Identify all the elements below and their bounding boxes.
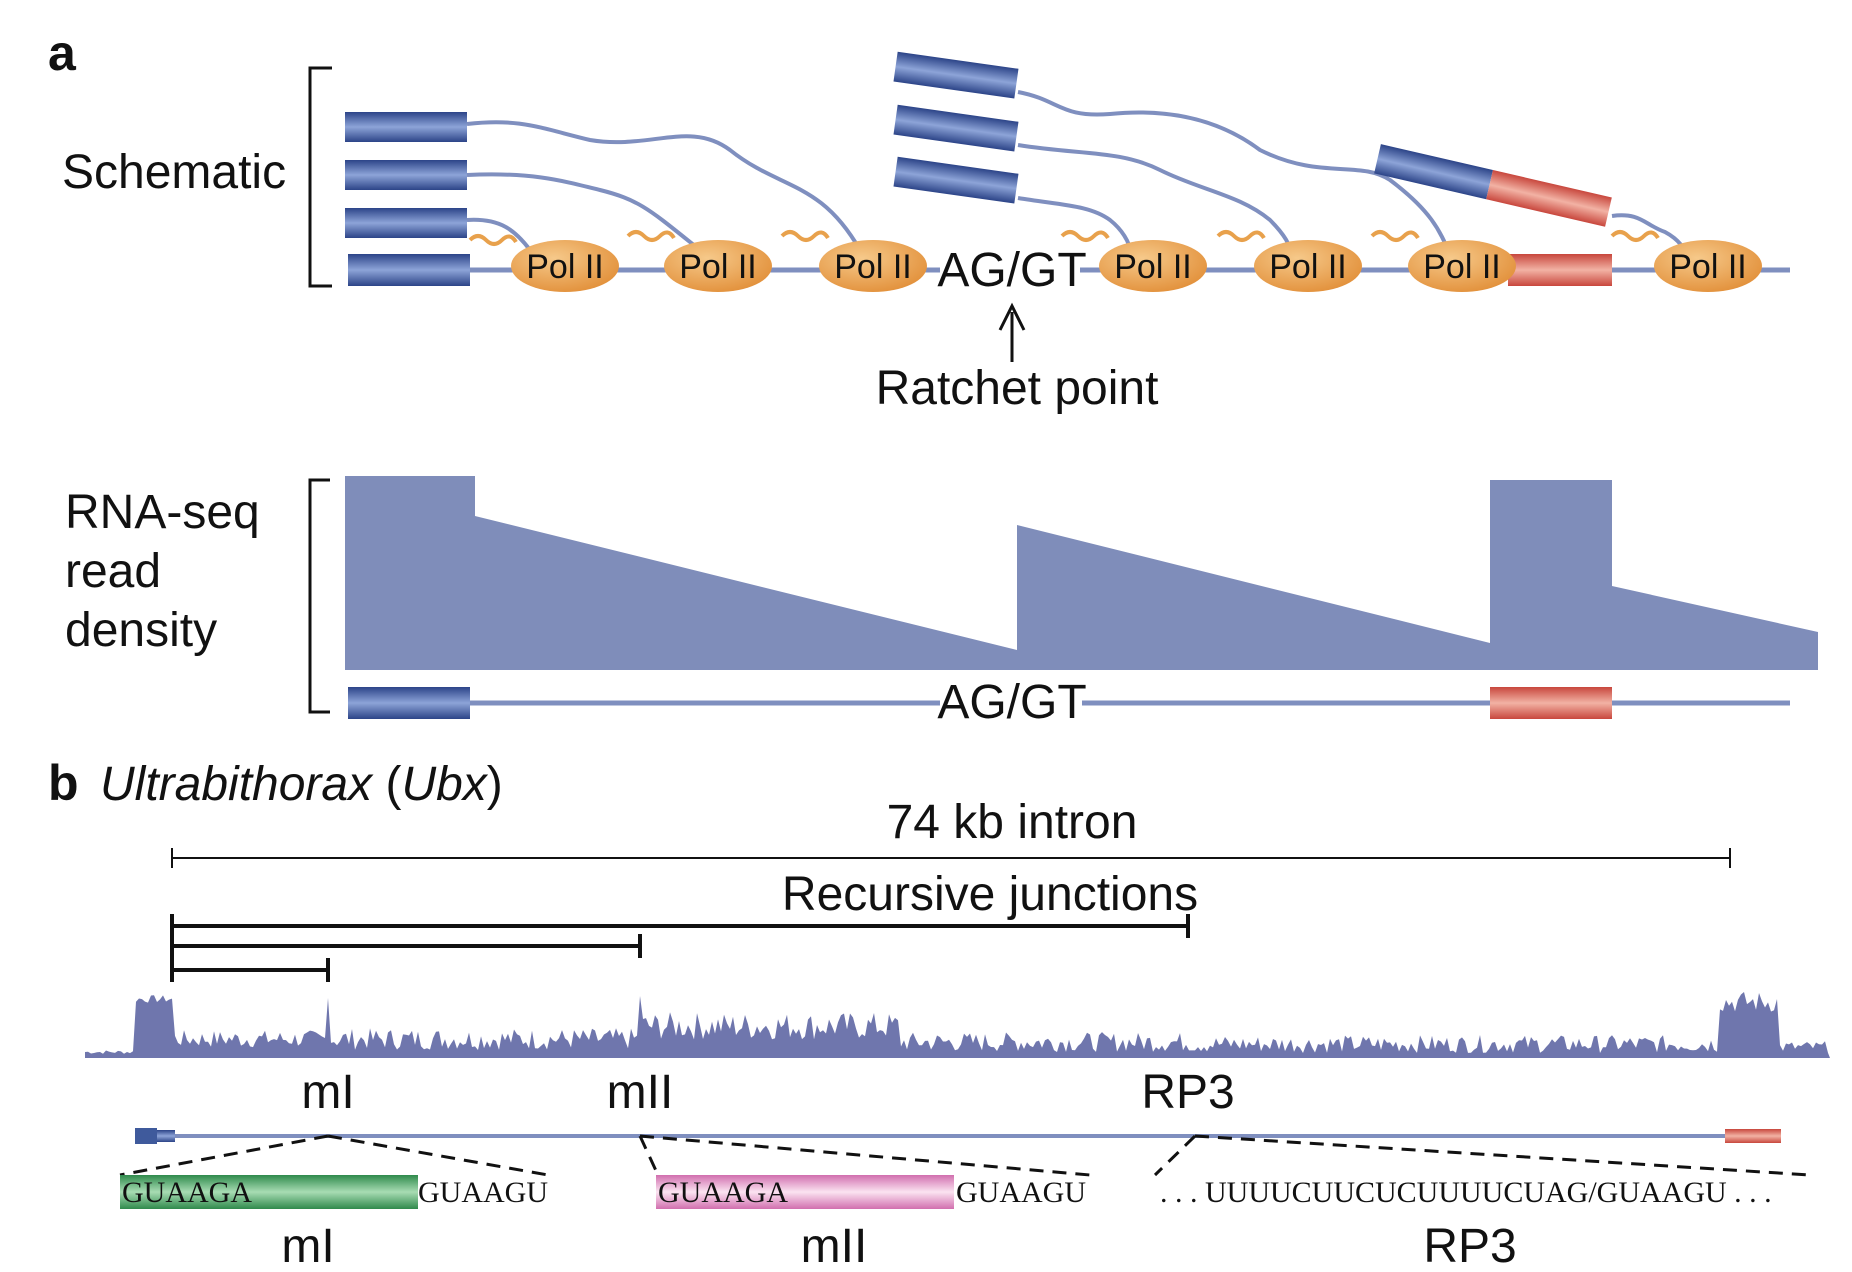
zoom-lines bbox=[119, 1134, 1811, 1177]
intron-length-label: 74 kb intron bbox=[887, 796, 1138, 849]
panel-b-letter: b bbox=[48, 755, 79, 811]
schematic-bracket bbox=[308, 66, 332, 288]
schematic-label: Schematic bbox=[62, 146, 286, 199]
ubx-exon-right bbox=[1725, 1129, 1781, 1143]
ubx-exon-left bbox=[135, 1128, 157, 1144]
rna-tails bbox=[468, 230, 1660, 246]
recursive-junctions-label: Recursive junctions bbox=[782, 868, 1198, 921]
nascent-rna bbox=[466, 172, 702, 252]
nascent-rna bbox=[1017, 90, 1452, 256]
nascent-exon bbox=[345, 112, 467, 142]
nascent-exon bbox=[893, 156, 1019, 204]
mii-seq-left: GUAAGA bbox=[658, 1176, 788, 1209]
ratchet-point-label: Ratchet point bbox=[876, 362, 1159, 415]
mi-exon-box bbox=[120, 1175, 418, 1209]
nascent-rna bbox=[1017, 143, 1294, 256]
pol-ii-ellipse bbox=[1099, 240, 1207, 292]
pol-ii-label: Pol II bbox=[1269, 248, 1346, 286]
mi-seq-right: GUAAGU bbox=[418, 1176, 548, 1209]
intron-scale-bar bbox=[171, 848, 1731, 868]
exon-2 bbox=[1508, 254, 1612, 286]
up-arrow-icon bbox=[998, 302, 1026, 362]
read-density-profile bbox=[345, 476, 1818, 670]
splice-site-label: AG/GT bbox=[937, 244, 1086, 297]
nascent-rna bbox=[466, 120, 862, 251]
gene-model-exon-2 bbox=[1490, 687, 1612, 719]
nascent-exon-red bbox=[1486, 170, 1612, 227]
mii-exon-box bbox=[656, 1175, 954, 1209]
pol-ii-label: Pol II bbox=[834, 248, 911, 286]
rnaseq-label-line-2: read bbox=[65, 545, 161, 598]
bottom-label-mi: mI bbox=[281, 1220, 334, 1272]
mi-seq-left: GUAAGA bbox=[122, 1176, 252, 1209]
rnaseq-label-line-1: RNA-seq bbox=[65, 486, 260, 539]
pol-ii-ellipse bbox=[664, 240, 772, 292]
site-label-rp3: RP3 bbox=[1141, 1066, 1234, 1119]
rnaseq-bracket bbox=[308, 478, 330, 714]
nascent-exon bbox=[345, 160, 467, 190]
nascent-exon bbox=[893, 51, 1019, 99]
site-label-mii: mII bbox=[607, 1066, 674, 1119]
site-label-mi: mI bbox=[301, 1066, 354, 1119]
bottom-label-mii: mII bbox=[801, 1220, 868, 1272]
rp3-seq: . . . UUUUCUUCUCUUUUCUAG/GUAAGU . . . bbox=[1160, 1176, 1772, 1209]
splice-site-label-bottom: AG/GT bbox=[937, 676, 1086, 729]
pol-ii-ellipse bbox=[1408, 240, 1516, 292]
ubx-exon-left-2 bbox=[157, 1130, 175, 1142]
pol-ii-label: Pol II bbox=[679, 248, 756, 286]
pol-ii-ellipse bbox=[511, 240, 619, 292]
panel-a-letter: a bbox=[48, 25, 77, 81]
pol-ii-complexes: Pol II Pol II Pol II Pol II Pol II Pol I… bbox=[511, 240, 1762, 292]
junction-bars bbox=[170, 914, 1190, 982]
nascent-exon bbox=[1374, 144, 1493, 200]
gene-title: Ultrabithorax (Ubx) bbox=[100, 758, 503, 811]
gene-model-exon-1 bbox=[348, 687, 470, 719]
rnaseq-label-line-3: density bbox=[65, 604, 217, 657]
pol-ii-ellipse bbox=[819, 240, 927, 292]
nascent-exon bbox=[893, 104, 1019, 152]
nascent-rna bbox=[466, 217, 532, 252]
bottom-label-rp3: RP3 bbox=[1423, 1220, 1516, 1272]
gene-name: Ultrabithorax bbox=[100, 758, 374, 811]
exon-1 bbox=[348, 254, 470, 286]
nascent-exon bbox=[345, 208, 467, 238]
pol-ii-ellipse bbox=[1254, 240, 1362, 292]
pol-ii-label: Pol II bbox=[1114, 248, 1191, 286]
pol-ii-label: Pol II bbox=[1669, 248, 1746, 286]
gene-abbrev: Ubx bbox=[401, 758, 488, 811]
mii-seq-right: GUAAGU bbox=[956, 1176, 1086, 1209]
rnaseq-coverage-track bbox=[85, 992, 1830, 1058]
pol-ii-ellipse bbox=[1654, 240, 1762, 292]
pol-ii-label: Pol II bbox=[526, 248, 603, 286]
pol-ii-label: Pol II bbox=[1423, 248, 1500, 286]
